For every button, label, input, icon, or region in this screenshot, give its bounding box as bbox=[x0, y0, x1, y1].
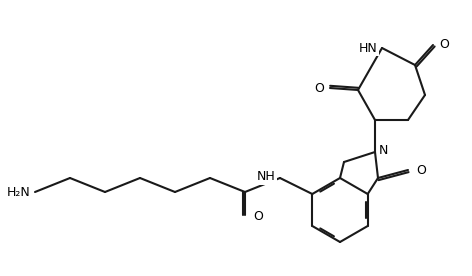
Text: HN: HN bbox=[359, 41, 378, 54]
Text: O: O bbox=[314, 81, 324, 94]
Text: NH: NH bbox=[257, 171, 276, 184]
Text: H₂N: H₂N bbox=[7, 185, 31, 198]
Text: N: N bbox=[379, 145, 388, 158]
Text: O: O bbox=[439, 38, 449, 52]
Text: O: O bbox=[416, 163, 426, 176]
Text: O: O bbox=[253, 211, 263, 224]
